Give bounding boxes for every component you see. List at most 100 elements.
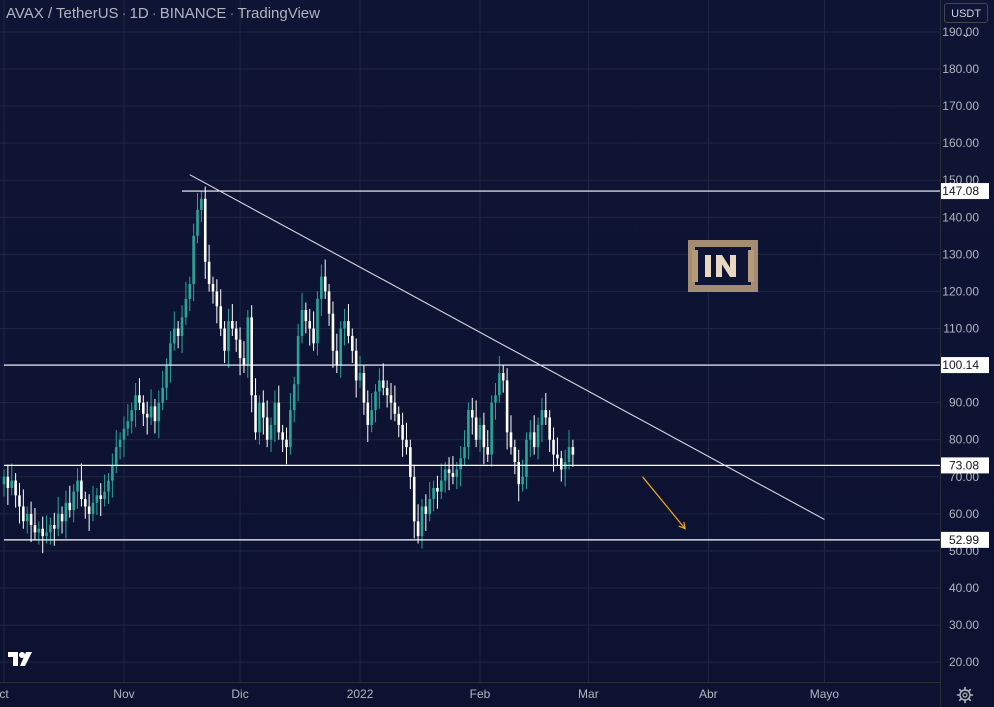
candle-body — [277, 402, 281, 433]
candle-body — [544, 410, 548, 418]
candle-body — [134, 395, 137, 411]
candle-body — [498, 373, 501, 396]
platform-label: TradingView — [237, 5, 320, 22]
candle-body — [285, 439, 288, 448]
price-tick-label: 170.00 — [942, 99, 979, 113]
candle-body — [145, 413, 149, 418]
candle-body — [261, 402, 265, 418]
descending-trendline[interactable] — [189, 174, 825, 520]
candle-body — [273, 402, 277, 425]
candle-body — [436, 487, 439, 492]
candle-body — [331, 313, 335, 351]
time-tick-label: Abr — [699, 687, 718, 701]
candle-body — [536, 424, 540, 448]
candle-body — [474, 417, 478, 440]
candle-body — [409, 447, 412, 477]
candle-body — [200, 198, 203, 210]
candle-body — [56, 513, 60, 529]
price-tick-label: 40.00 — [949, 581, 979, 595]
candle-body — [33, 525, 37, 533]
candle-body — [281, 432, 284, 440]
candle-body — [316, 298, 319, 344]
candle-body — [389, 395, 393, 403]
candle-body — [219, 306, 223, 329]
time-tick-label: Dic — [231, 687, 248, 701]
candle-body — [432, 487, 435, 500]
price-tick-label: 190.00 — [942, 25, 979, 39]
candle-body — [234, 328, 238, 340]
candle-body — [18, 495, 21, 507]
interval-label[interactable]: 1D — [129, 5, 149, 22]
level-price-tag — [941, 357, 989, 374]
projection-arrow-head — [678, 521, 686, 530]
candle-body — [424, 506, 428, 514]
candle-body — [397, 413, 401, 425]
candle-body — [443, 469, 447, 481]
candle-body — [53, 525, 56, 529]
level-price-tag — [941, 457, 989, 474]
candle-body — [470, 410, 474, 418]
currency-dropdown[interactable]: USDT ⌄ — [944, 3, 988, 40]
candle-body — [393, 402, 397, 414]
candle-body — [142, 402, 145, 414]
candle-body — [196, 209, 199, 236]
candle-body — [41, 528, 44, 537]
candle-body — [83, 499, 87, 507]
candle-body — [482, 424, 486, 448]
price-tick-label: 60.00 — [949, 507, 979, 521]
time-tick-label: Nov — [113, 687, 134, 701]
candle-body — [29, 513, 33, 526]
symbol-label[interactable]: AVAX / TetherUS — [6, 5, 119, 22]
candle-body — [552, 439, 555, 455]
level-price-tag — [941, 531, 989, 548]
price-tick-label: 160.00 — [942, 136, 979, 150]
candle-body — [91, 502, 95, 514]
projection-arrow[interactable] — [642, 476, 686, 530]
candle-body — [416, 521, 420, 537]
candle-body — [2, 476, 6, 485]
candle-body — [451, 473, 455, 477]
price-tick-label: 130.00 — [942, 247, 979, 261]
candle-body — [525, 439, 528, 477]
candle-body — [292, 384, 296, 411]
candle-body — [153, 406, 157, 422]
candle-body — [192, 235, 195, 285]
candle-body — [327, 291, 331, 314]
candle-body — [130, 410, 134, 422]
candle-body — [420, 506, 424, 537]
tradingview-logo-icon[interactable] — [6, 648, 36, 672]
candle-body — [478, 424, 482, 440]
level-price-label: 73.08 — [949, 458, 979, 472]
candle-body — [126, 421, 130, 429]
time-tick-label: Feb — [470, 687, 491, 701]
candle-body — [6, 476, 10, 488]
candle-body — [385, 387, 389, 396]
candle-body — [165, 365, 168, 388]
candle-body — [37, 528, 41, 533]
candle-body — [440, 480, 443, 492]
candle-body — [25, 513, 29, 522]
price-tick-label: 180.00 — [942, 62, 979, 76]
candle-body — [339, 328, 342, 366]
candle-body — [103, 491, 106, 500]
chevron-down-icon: ⌄ — [961, 28, 971, 40]
price-tick-label: 30.00 — [949, 618, 979, 632]
candle-body — [358, 373, 362, 381]
candle-body — [505, 380, 509, 433]
candle-body — [366, 402, 370, 425]
candle-body — [343, 321, 346, 329]
time-tick-label: 2022 — [347, 687, 374, 701]
candle-body — [428, 499, 431, 514]
candle-body — [323, 276, 327, 292]
currency-label: USDT — [951, 8, 981, 20]
candle-body — [172, 328, 176, 344]
candle-body — [486, 447, 490, 455]
candle-body — [269, 424, 273, 440]
candle-body — [362, 373, 366, 403]
candle-body — [60, 513, 64, 522]
candle-body — [180, 317, 184, 336]
candle-body — [188, 284, 192, 299]
gear-icon[interactable] — [956, 686, 974, 704]
